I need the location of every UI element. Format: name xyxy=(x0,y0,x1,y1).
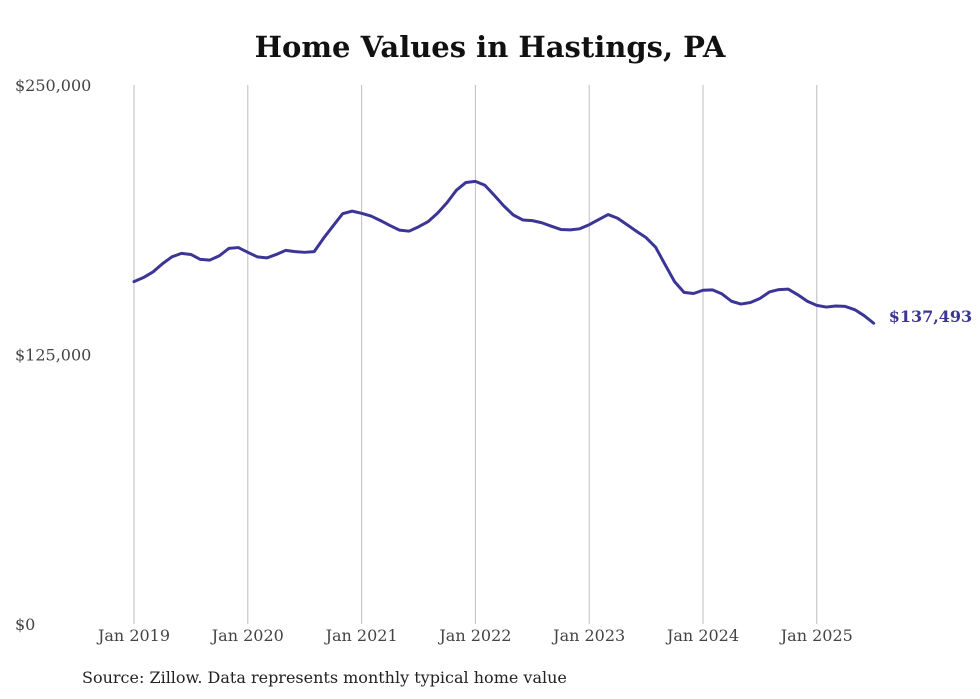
end-label-layer: $137,493 xyxy=(889,307,973,326)
x-tick-label: Jan 2020 xyxy=(210,626,284,645)
x-axis-tick-labels: Jan 2019 Jan 2020 Jan 2021 Jan 2022 Jan 2023… xyxy=(96,626,853,645)
chart-title: Home Values in Hastings, PA xyxy=(254,30,726,64)
x-tick-label: Jan 2023 xyxy=(551,626,625,645)
home-value-line xyxy=(132,179,876,325)
x-tick-label: Jan 2021 xyxy=(324,626,398,645)
y-axis-tick-labels: $0 $125,000 $250,000 xyxy=(15,76,91,634)
y-tick-label: $250,000 xyxy=(15,76,91,95)
series-layer xyxy=(132,179,876,325)
x-tick-label: Jan 2024 xyxy=(665,626,739,645)
y-tick-label: $0 xyxy=(15,615,35,634)
y-tick-label: $125,000 xyxy=(15,346,91,365)
x-tick-label: Jan 2022 xyxy=(437,626,511,645)
x-tick-label: Jan 2025 xyxy=(779,626,853,645)
x-tick-label: Jan 2019 xyxy=(96,626,170,645)
vertical-gridlines xyxy=(133,85,818,624)
source-note: Source: Zillow. Data represents monthly … xyxy=(82,668,567,687)
end-value-label: $137,493 xyxy=(889,307,973,326)
